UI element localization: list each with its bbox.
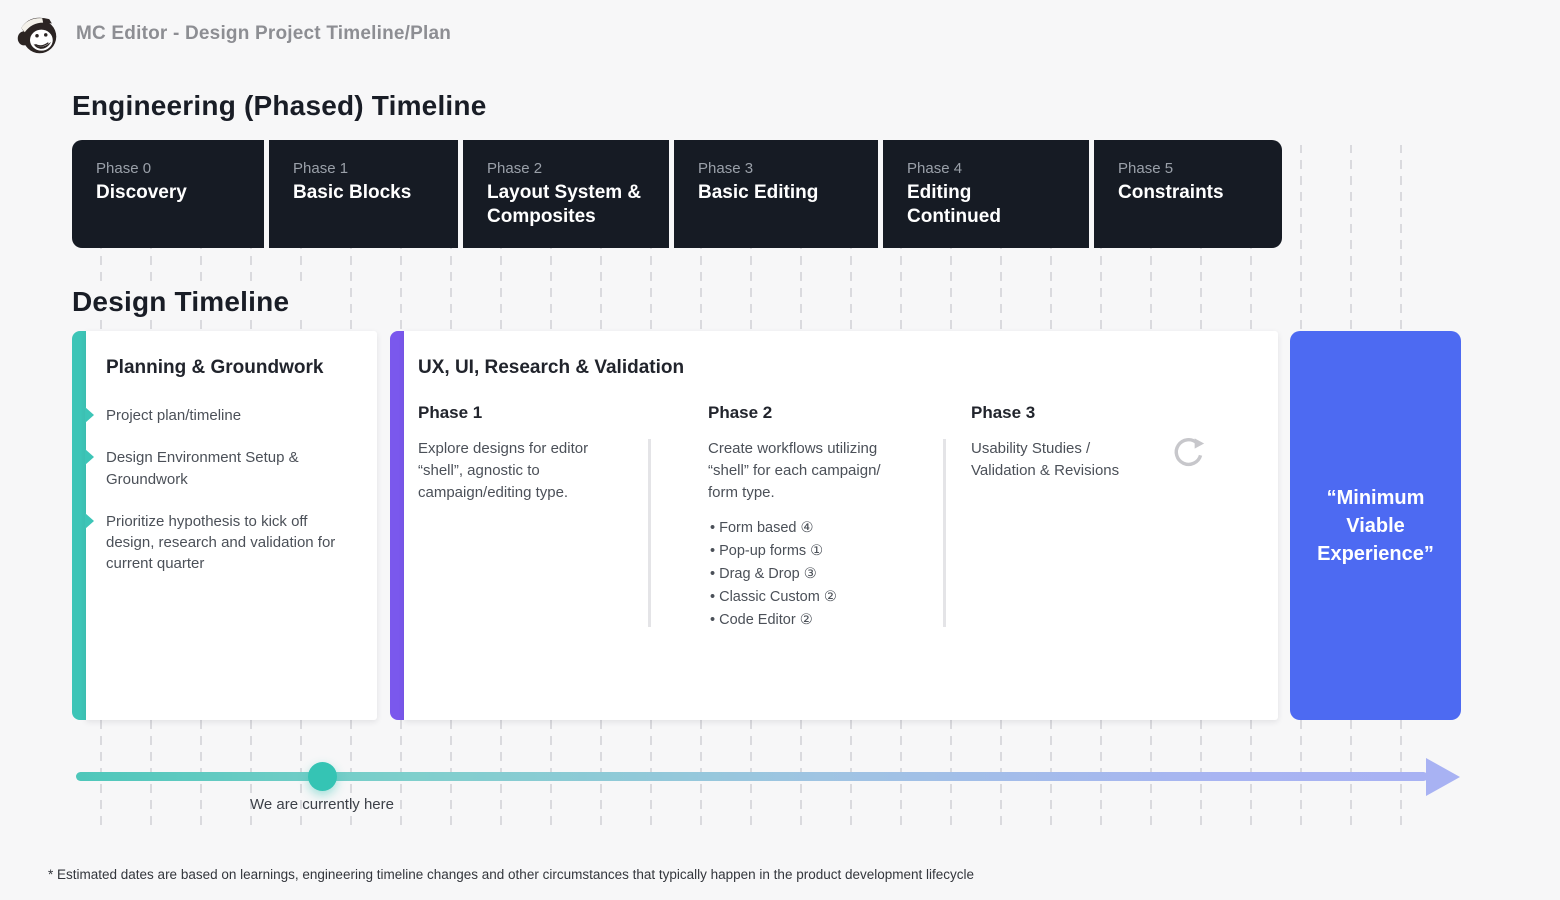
triangle-bullet-icon [85,449,94,466]
list-item: Pop-up forms ① [710,543,943,559]
current-position-label: We are currently here [250,796,394,813]
ux-phase-title: Phase 1 [418,403,483,422]
list-item: Drag & Drop ③ [710,566,943,582]
phase-title: Basic Blocks [293,182,412,203]
ux-phase-3-column: Phase 3 Usability Studies / Validation &… [971,403,1207,635]
engineering-phase-row: Phase 0 Discovery Phase 1 Basic Blocks P… [72,140,1282,248]
app-header: MC Editor - Design Project Timeline/Plan [16,12,451,56]
design-timeline-heading: Design Timeline [72,286,316,318]
ux-card-title: UX, UI, Research & Validation [418,357,685,378]
ux-phase-body: Explore designs for editor “shell”, agno… [418,440,589,501]
ux-phase-2-column: Phase 2 Create workflows utilizing “shel… [708,403,943,635]
planning-item: Design Environment Setup & Groundwork [85,447,377,490]
phase-box-3: Phase 3 Basic Editing [674,140,878,248]
planning-card-body: Planning & Groundwork Project plan/timel… [85,331,377,720]
phase-box-2: Phase 2 Layout System & Composites [463,140,669,248]
ux-phase-title: Phase 3 [971,403,1036,422]
phase-title: Basic Editing [698,182,819,203]
engineering-timeline-heading: Engineering (Phased) Timeline [72,90,487,121]
ux-phase-body: Create workflows utilizing “shell” for e… [708,440,881,501]
planning-item-text: Project plan/timeline [106,407,242,424]
phase-box-1: Phase 1 Basic Blocks [269,140,458,248]
minimum-viable-experience-box: “Minimum Viable Experience” [1290,331,1461,720]
phase-label: Phase 3 [698,160,754,177]
phase-title: Discovery [96,182,187,203]
planning-item-text: Prioritize hypothesis to kick off design… [106,512,336,573]
planning-groundwork-card: Planning & Groundwork Project plan/timel… [72,331,377,720]
purple-accent-bar [390,331,404,720]
triangle-bullet-icon [85,407,94,423]
phase-box-5: Phase 5 Constraints [1094,140,1282,248]
timeline-arrowhead-icon [1426,758,1460,796]
column-divider [648,439,651,627]
phase-box-0: Phase 0 Discovery [72,140,264,248]
planning-card-title: Planning & Groundwork [106,357,324,378]
phase-title: Editing Continued [907,182,1001,227]
page-title: MC Editor - Design Project Timeline/Plan [76,23,452,44]
planning-item-text: Design Environment Setup & Groundwork [106,449,299,488]
refresh-icon [1174,437,1205,467]
phase-label: Phase 2 [487,160,543,177]
ux-phase-title: Phase 2 [708,403,773,422]
ux-phase-body: Usability Studies / Validation & Revisio… [971,440,1120,479]
ux-phase-1-column: Phase 1 Explore designs for editor “shel… [418,403,648,635]
mailchimp-logo-icon [17,17,57,54]
phase-box-4: Phase 4 Editing Continued [883,140,1089,248]
column-divider [943,439,946,627]
list-item: Form based ④ [710,520,943,536]
phase-title: Constraints [1118,182,1224,203]
phase-label: Phase 1 [293,160,349,177]
footnote: * Estimated dates are based on learnings… [48,867,975,882]
planning-item: Prioritize hypothesis to kick off design… [85,511,377,575]
current-position-dot [308,762,337,791]
mve-text: “Minimum Viable Experience” [1317,486,1434,565]
ux-card-body: UX, UI, Research & Validation Phase 1 Ex… [404,331,1278,720]
phase-label: Phase 5 [1118,160,1174,177]
ux-phase-columns: Phase 1 Explore designs for editor “shel… [404,379,1278,635]
phase-label: Phase 0 [96,160,152,177]
planning-item: Project plan/timeline [85,405,377,426]
teal-accent-bar [72,331,86,720]
planning-items: Project plan/timeline Design Environment… [85,405,377,575]
phase-title: Layout System & Composites [487,182,642,227]
ux-phase-2-list: Form based ④ Pop-up forms ① Drag & Drop … [710,520,943,628]
list-item: Classic Custom ② [710,589,943,605]
ux-research-validation-card: UX, UI, Research & Validation Phase 1 Ex… [390,331,1278,720]
timeline-gradient-bar [76,772,1428,781]
list-item: Code Editor ② [710,612,943,628]
phase-label: Phase 4 [907,160,963,177]
triangle-bullet-icon [85,512,94,529]
